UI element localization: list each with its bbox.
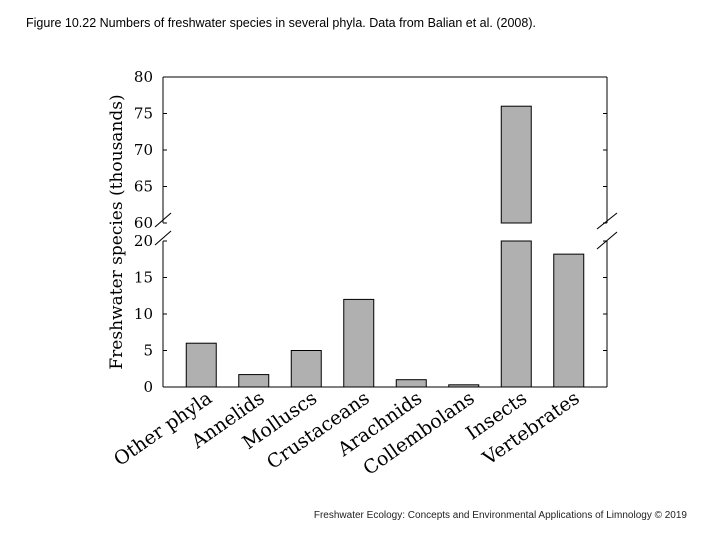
- y-tick-label: 60: [134, 214, 153, 232]
- y-tick-label: 20: [134, 232, 153, 250]
- axis-break-mark: [596, 212, 618, 230]
- bar: [448, 384, 480, 388]
- y-axis-title: Freshwater species (thousands): [107, 94, 127, 369]
- bar: [395, 379, 427, 388]
- y-tick-label: 10: [134, 305, 153, 323]
- y-tick-label: 15: [134, 269, 153, 287]
- y-tick-label: 0: [143, 378, 153, 396]
- axis-break-mark: [154, 212, 172, 228]
- y-tick-label: 70: [134, 141, 153, 159]
- y-tick-label: 80: [134, 68, 153, 86]
- bar: [343, 298, 375, 388]
- y-tick-label: 65: [134, 178, 153, 196]
- bar-upper-segment: [500, 105, 532, 224]
- axis-break-mark: [154, 230, 172, 246]
- figure-caption: Figure 10.22 Numbers of freshwater speci…: [26, 16, 536, 30]
- bar: [553, 253, 585, 388]
- bar: [238, 374, 270, 388]
- y-tick-label: 5: [143, 342, 153, 360]
- y-tick-label: 75: [134, 105, 153, 123]
- footer-credit: Freshwater Ecology: Concepts and Environ…: [313, 510, 687, 521]
- bar: [185, 342, 217, 388]
- bar: [500, 240, 532, 388]
- bar: [290, 350, 322, 388]
